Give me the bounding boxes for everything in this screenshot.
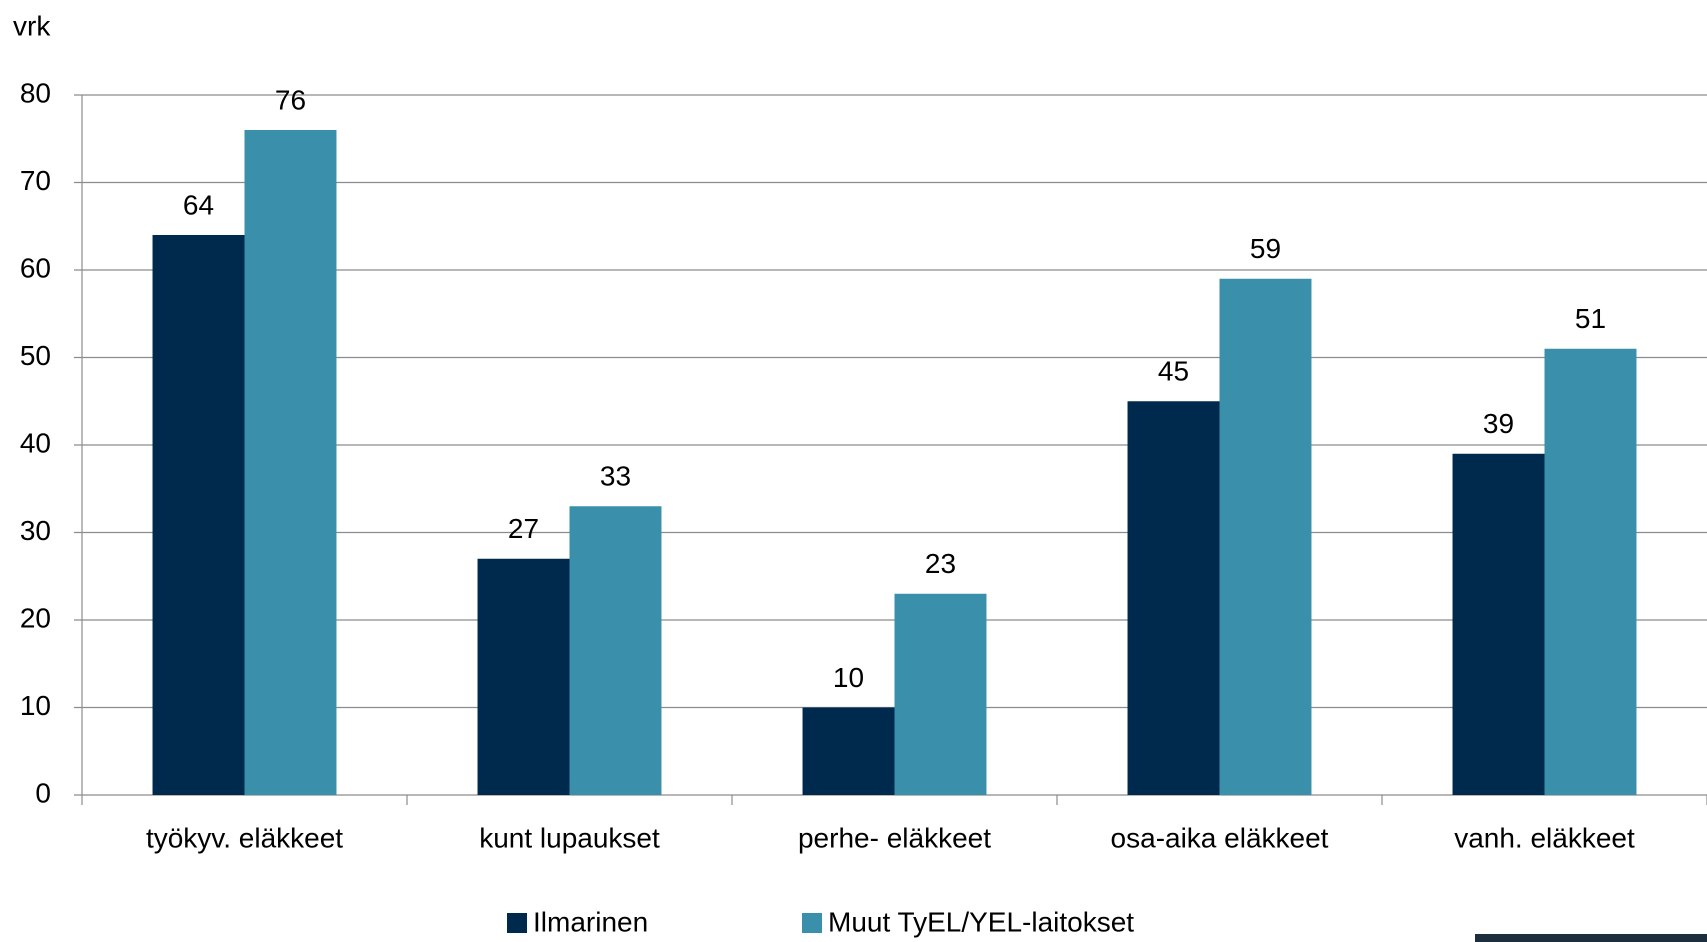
x-tick-label: työkyv. eläkkeet bbox=[146, 822, 343, 853]
x-tick-label: vanh. eläkkeet bbox=[1454, 822, 1635, 853]
y-tick-label: 70 bbox=[20, 165, 51, 196]
bar bbox=[1452, 453, 1545, 795]
bar bbox=[1127, 401, 1220, 795]
y-tick-label: 30 bbox=[20, 515, 51, 546]
legend-label: Ilmarinen bbox=[533, 906, 648, 937]
bar bbox=[152, 235, 245, 795]
legend-swatch bbox=[802, 913, 822, 933]
y-tick-label: 40 bbox=[20, 427, 51, 458]
bar bbox=[244, 130, 337, 795]
data-label: 64 bbox=[183, 189, 214, 220]
bar bbox=[1544, 348, 1637, 795]
x-tick-label: perhe- eläkkeet bbox=[798, 822, 991, 853]
data-label: 45 bbox=[1158, 356, 1189, 387]
data-label: 39 bbox=[1483, 408, 1514, 439]
bar bbox=[569, 506, 662, 795]
data-label: 51 bbox=[1575, 303, 1606, 334]
data-label: 76 bbox=[275, 84, 306, 115]
data-label: 33 bbox=[600, 461, 631, 492]
y-tick-label: 80 bbox=[20, 77, 51, 108]
data-label: 23 bbox=[925, 548, 956, 579]
legend-swatch bbox=[507, 913, 527, 933]
x-tick-label: kunt lupaukset bbox=[479, 822, 660, 853]
legend-label: Muut TyEL/YEL-laitokset bbox=[828, 906, 1134, 937]
logo-bar bbox=[1475, 934, 1707, 942]
data-label: 10 bbox=[833, 662, 864, 693]
y-tick-label: 60 bbox=[20, 252, 51, 283]
bar bbox=[894, 593, 987, 795]
y-tick-label: 50 bbox=[20, 340, 51, 371]
x-tick-label: osa-aika eläkkeet bbox=[1111, 822, 1329, 853]
y-tick-label: 0 bbox=[35, 777, 51, 808]
bar bbox=[802, 707, 895, 795]
y-tick-label: 10 bbox=[20, 690, 51, 721]
data-label: 27 bbox=[508, 513, 539, 544]
y-axis-label: vrk bbox=[13, 10, 51, 41]
bar bbox=[477, 558, 570, 795]
data-label: 59 bbox=[1250, 233, 1281, 264]
bar bbox=[1219, 278, 1312, 795]
y-tick-label: 20 bbox=[20, 602, 51, 633]
